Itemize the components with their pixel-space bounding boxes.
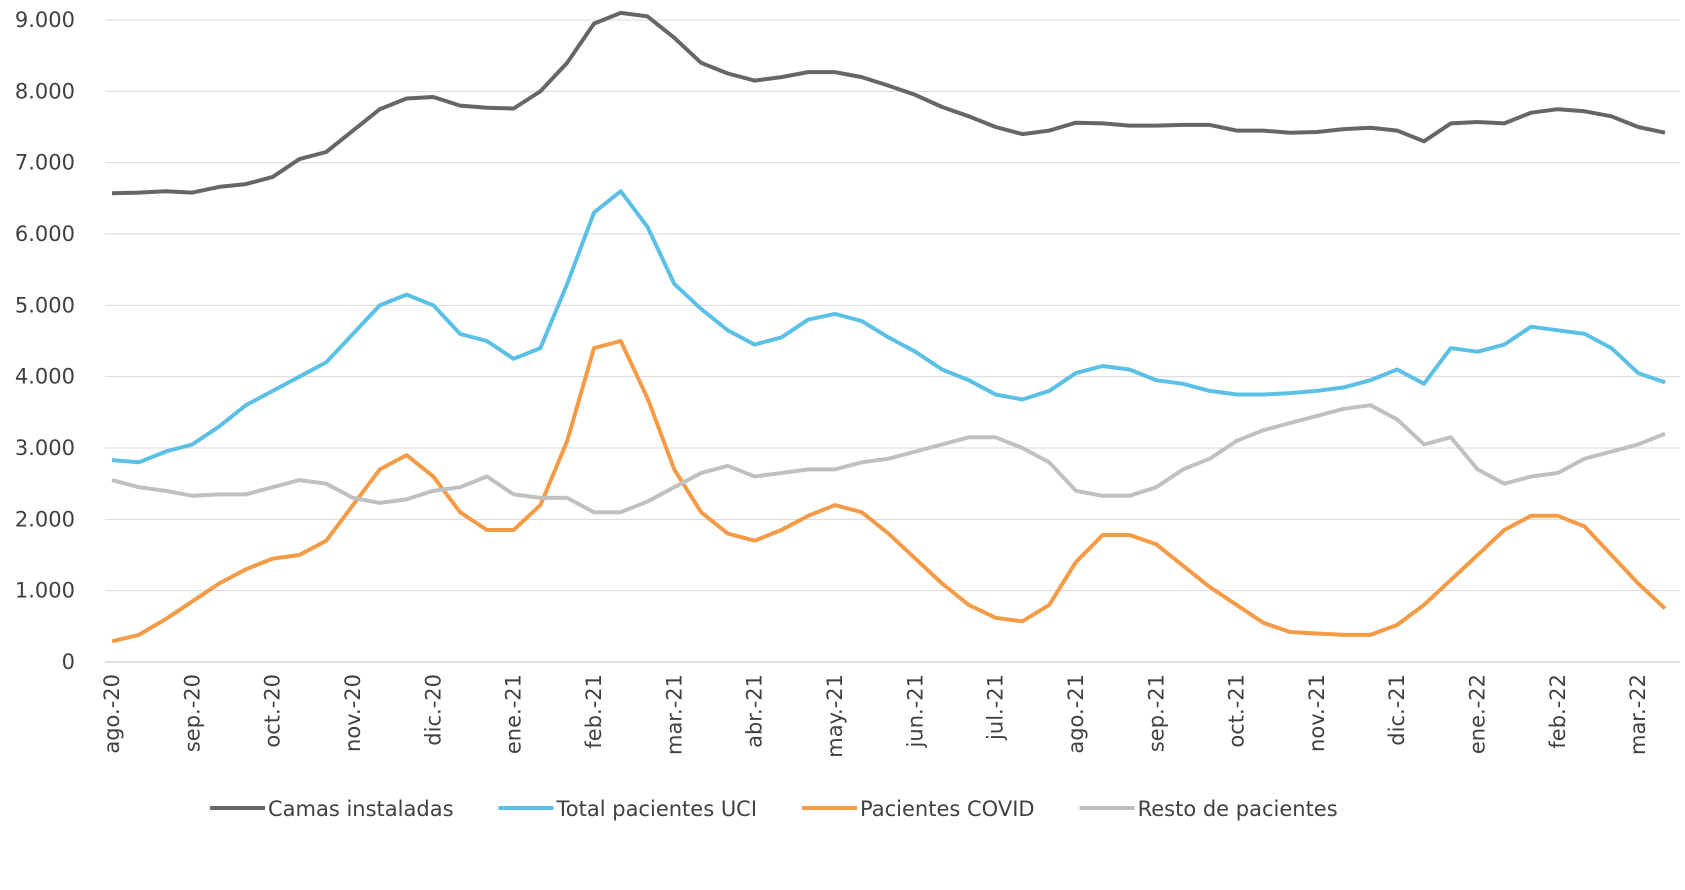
legend: Camas instaladas Total pacientes UCI Pacie… <box>210 797 1338 821</box>
x-tick-label: abr.-21 <box>743 674 767 748</box>
x-tick-label: ago.-20 <box>100 674 124 754</box>
legend-label: Total pacientes UCI <box>556 797 758 821</box>
x-tick-label: ene.-22 <box>1466 674 1490 754</box>
series-line <box>111 339 1667 644</box>
x-tick-label: nov.-20 <box>341 674 365 752</box>
legend-label: Camas instaladas <box>268 797 454 821</box>
x-tick-label: may.-21 <box>823 674 847 758</box>
x-tick-label: mar.-22 <box>1626 674 1650 755</box>
x-tick-label: feb.-21 <box>582 674 606 749</box>
legend-label: Resto de pacientes <box>1138 797 1338 821</box>
y-tick-label: 9.000 <box>15 8 75 32</box>
x-tick-label: dic.-21 <box>1385 674 1409 746</box>
series-line <box>111 403 1666 515</box>
x-tick-label: jul.-21 <box>984 674 1008 741</box>
series-line <box>111 189 1666 465</box>
x-tick-label: sep.-21 <box>1144 674 1168 752</box>
series-line <box>111 10 1666 196</box>
y-tick-label: 1.000 <box>15 579 75 603</box>
x-tick-label: ago.-21 <box>1064 674 1088 754</box>
y-tick-label: 5.000 <box>15 293 75 317</box>
x-tick-label: dic.-20 <box>421 674 445 746</box>
x-tick-label: nov.-21 <box>1305 674 1329 752</box>
y-tick-label: 0 <box>62 650 75 674</box>
x-tick-label: jun.-21 <box>903 674 927 748</box>
y-tick-label: 6.000 <box>15 222 75 246</box>
x-tick-label: oct.-21 <box>1225 674 1249 748</box>
x-tick-label: sep.-20 <box>180 674 204 752</box>
x-tick-label: mar.-21 <box>662 674 686 755</box>
x-tick-label: feb.-22 <box>1546 674 1570 749</box>
y-tick-label: 4.000 <box>15 365 75 389</box>
y-tick-label: 3.000 <box>15 436 75 460</box>
x-tick-label: oct.-20 <box>261 674 285 748</box>
legend-label: Pacientes COVID <box>860 797 1035 821</box>
y-tick-label: 2.000 <box>15 507 75 531</box>
y-tick-label: 8.000 <box>15 79 75 103</box>
x-tick-label: ene.-21 <box>502 674 526 754</box>
y-tick-label: 7.000 <box>15 151 75 175</box>
